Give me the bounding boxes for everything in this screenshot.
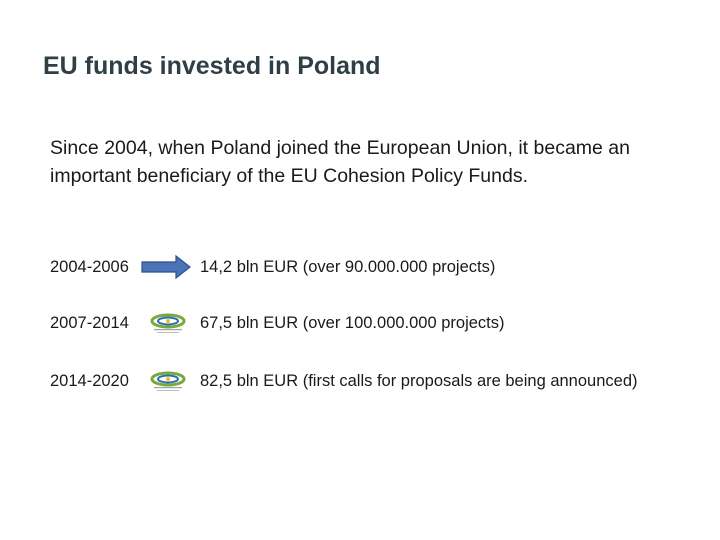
arrow-right-icon	[141, 254, 191, 280]
funding-amount: 67,5 bln EUR (over 100.000.000 projects)	[200, 313, 505, 332]
funding-period-row: 2014-2020 82,5 bln EUR (first calls for …	[50, 366, 637, 396]
intro-paragraph: Since 2004, when Poland joined the Europ…	[50, 137, 630, 187]
funding-period-row: 2004-2006 14,2 bln EUR (over 90.000.000 …	[50, 252, 495, 282]
period-label: 2007-2014	[50, 313, 129, 332]
eu-funds-logo-icon	[150, 313, 186, 333]
eu-funds-logo-icon	[150, 371, 186, 391]
funding-amount: 14,2 bln EUR (over 90.000.000 projects)	[200, 257, 496, 276]
period-label: 2014-2020	[50, 371, 129, 390]
period-label: 2004-2006	[50, 257, 129, 276]
slide-title: EU funds invested in Poland	[43, 52, 381, 80]
funding-amount: 82,5 bln EUR (first calls for proposals …	[200, 371, 638, 390]
funding-period-row: 2007-2014 67,5 bln EUR (over 100.000.000…	[50, 308, 505, 338]
